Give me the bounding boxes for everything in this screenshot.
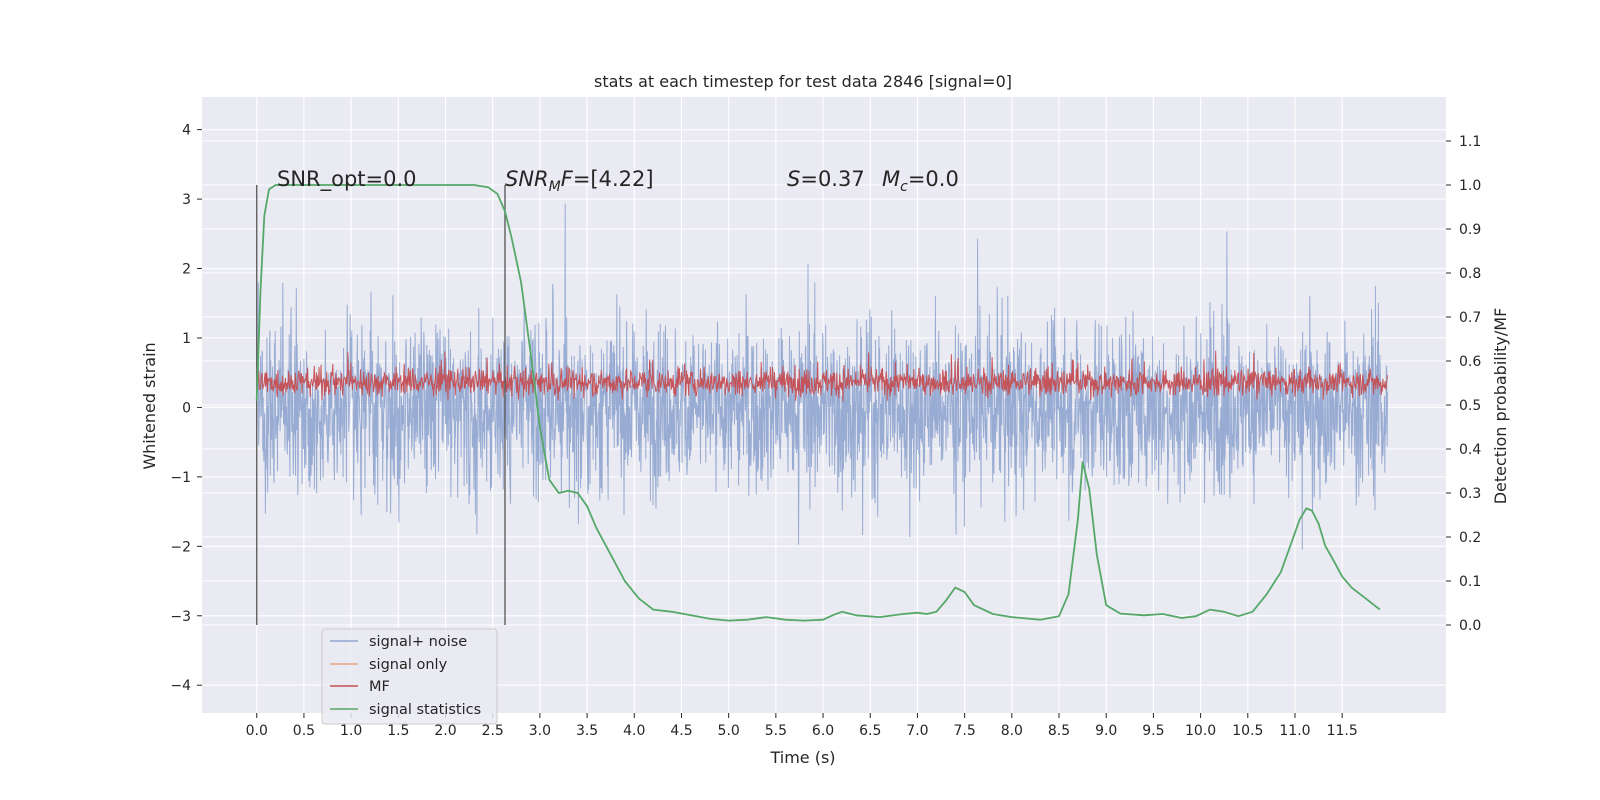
- chart-title: stats at each timestep for test data 284…: [594, 72, 1012, 91]
- legend-label-signal-only: signal only: [369, 657, 448, 673]
- x-tick-label: 4.5: [670, 723, 692, 739]
- x-tick-label: 10.0: [1185, 723, 1216, 739]
- x-tick-label: 5.0: [718, 723, 740, 739]
- y-right-tick-label: 0.3: [1459, 486, 1481, 502]
- legend-label-signal-statistics: signal statistics: [369, 702, 481, 718]
- annotation-mc-symbol: M: [882, 167, 900, 191]
- x-tick-label: 1.5: [387, 723, 409, 739]
- y-tick-label: −4: [170, 678, 191, 694]
- legend-label-mf: MF: [369, 679, 390, 695]
- annotation-mc-value: =0.0: [908, 167, 959, 191]
- legend-frame: [321, 628, 498, 725]
- annotation-s-value: =0.37: [800, 167, 864, 191]
- annotation-snr-mf-symbol: SNR: [505, 167, 549, 191]
- x-tick-label: 6.5: [859, 723, 881, 739]
- x-tick-label: 9.0: [1095, 723, 1117, 739]
- y-tick-label: −2: [170, 539, 191, 555]
- legend: signal+ noise signal only MF signal stat…: [321, 628, 498, 725]
- y-right-tick-label: 0.9: [1459, 222, 1481, 238]
- x-tick-label: 0.5: [293, 723, 315, 739]
- x-tick-label: 5.5: [765, 723, 787, 739]
- y-tick-label: 0: [182, 400, 191, 416]
- x-tick-label: 10.5: [1232, 723, 1263, 739]
- annotation-mc: Mc=0.0: [882, 167, 959, 195]
- x-tick-label: 7.5: [954, 723, 976, 739]
- y-tick-label: 2: [182, 262, 191, 278]
- annotation-s: S=0.37: [787, 167, 865, 191]
- y-tick-label: 4: [182, 123, 191, 139]
- y-right-tick-label: 0.5: [1459, 398, 1481, 414]
- x-tick-label: 2.0: [434, 723, 456, 739]
- x-tick-label: 8.5: [1048, 723, 1070, 739]
- legend-label-signal-noise: signal+ noise: [369, 634, 467, 650]
- annotation-snr-mf: SNRMF=[4.22]: [505, 167, 654, 195]
- y-right-tick-label: 1.1: [1459, 134, 1481, 150]
- annotation-s-symbol: S: [787, 167, 800, 191]
- y-tick-label: 3: [182, 192, 191, 208]
- y-right-tick-label: 0.6: [1459, 354, 1481, 370]
- y-right-tick-label: 1.0: [1459, 178, 1481, 194]
- y-right-tick-label: 0.7: [1459, 310, 1481, 326]
- x-tick-label: 8.0: [1001, 723, 1023, 739]
- annotation-mc-sub: c: [900, 179, 908, 195]
- x-tick-label: 3.5: [576, 723, 598, 739]
- x-tick-label: 9.5: [1142, 723, 1164, 739]
- y-right-tick-label: 0.8: [1459, 266, 1481, 282]
- y-right-tick-label: 0.0: [1459, 618, 1481, 634]
- y-right-tick-label: 0.4: [1459, 442, 1481, 458]
- y-axis-label: Whitened strain: [140, 342, 159, 469]
- annotation-snr-mf-value: =[4.22]: [573, 167, 654, 191]
- plot-area: 0.0 0.5 1.0 1.5 2.0 2.5 3.0 3.5 4.0 4.5 5.0 5.5 6.0 6…: [170, 97, 1481, 739]
- y-right-tick-label: 0.1: [1459, 574, 1481, 590]
- series-signal-statistics-line: [255, 184, 1381, 622]
- series-mf-line: [256, 350, 1388, 402]
- annotation-snr-opt: SNR_opt=0.0: [277, 167, 417, 192]
- x-tick-label: 11.5: [1327, 723, 1358, 739]
- x-tick-label: 11.0: [1279, 723, 1310, 739]
- x-tick-label: 3.0: [529, 723, 551, 739]
- y-right-tick-label: 0.2: [1459, 530, 1481, 546]
- y-axis-label-right: Detection probability/MF: [1491, 308, 1510, 505]
- x-tick-label: 2.5: [482, 723, 504, 739]
- x-tick-label: 1.0: [340, 723, 362, 739]
- x-tick-label: 6.0: [812, 723, 834, 739]
- annotation-snr-mf-f: F: [561, 167, 574, 191]
- y-tick-label: −3: [170, 609, 191, 625]
- series-signal-noise-line: [256, 203, 1388, 550]
- x-tick-label: 7.0: [906, 723, 928, 739]
- annotation-snr-opt-text: SNR_opt=0.0: [277, 167, 417, 192]
- x-tick-label: 4.0: [623, 723, 645, 739]
- x-tick-label: 0.0: [246, 723, 268, 739]
- annotation-snr-mf-sub: M: [549, 179, 561, 195]
- y-tick-label: −1: [170, 470, 191, 486]
- y-tick-label: 1: [182, 331, 191, 347]
- x-axis-label: Time (s): [769, 748, 835, 767]
